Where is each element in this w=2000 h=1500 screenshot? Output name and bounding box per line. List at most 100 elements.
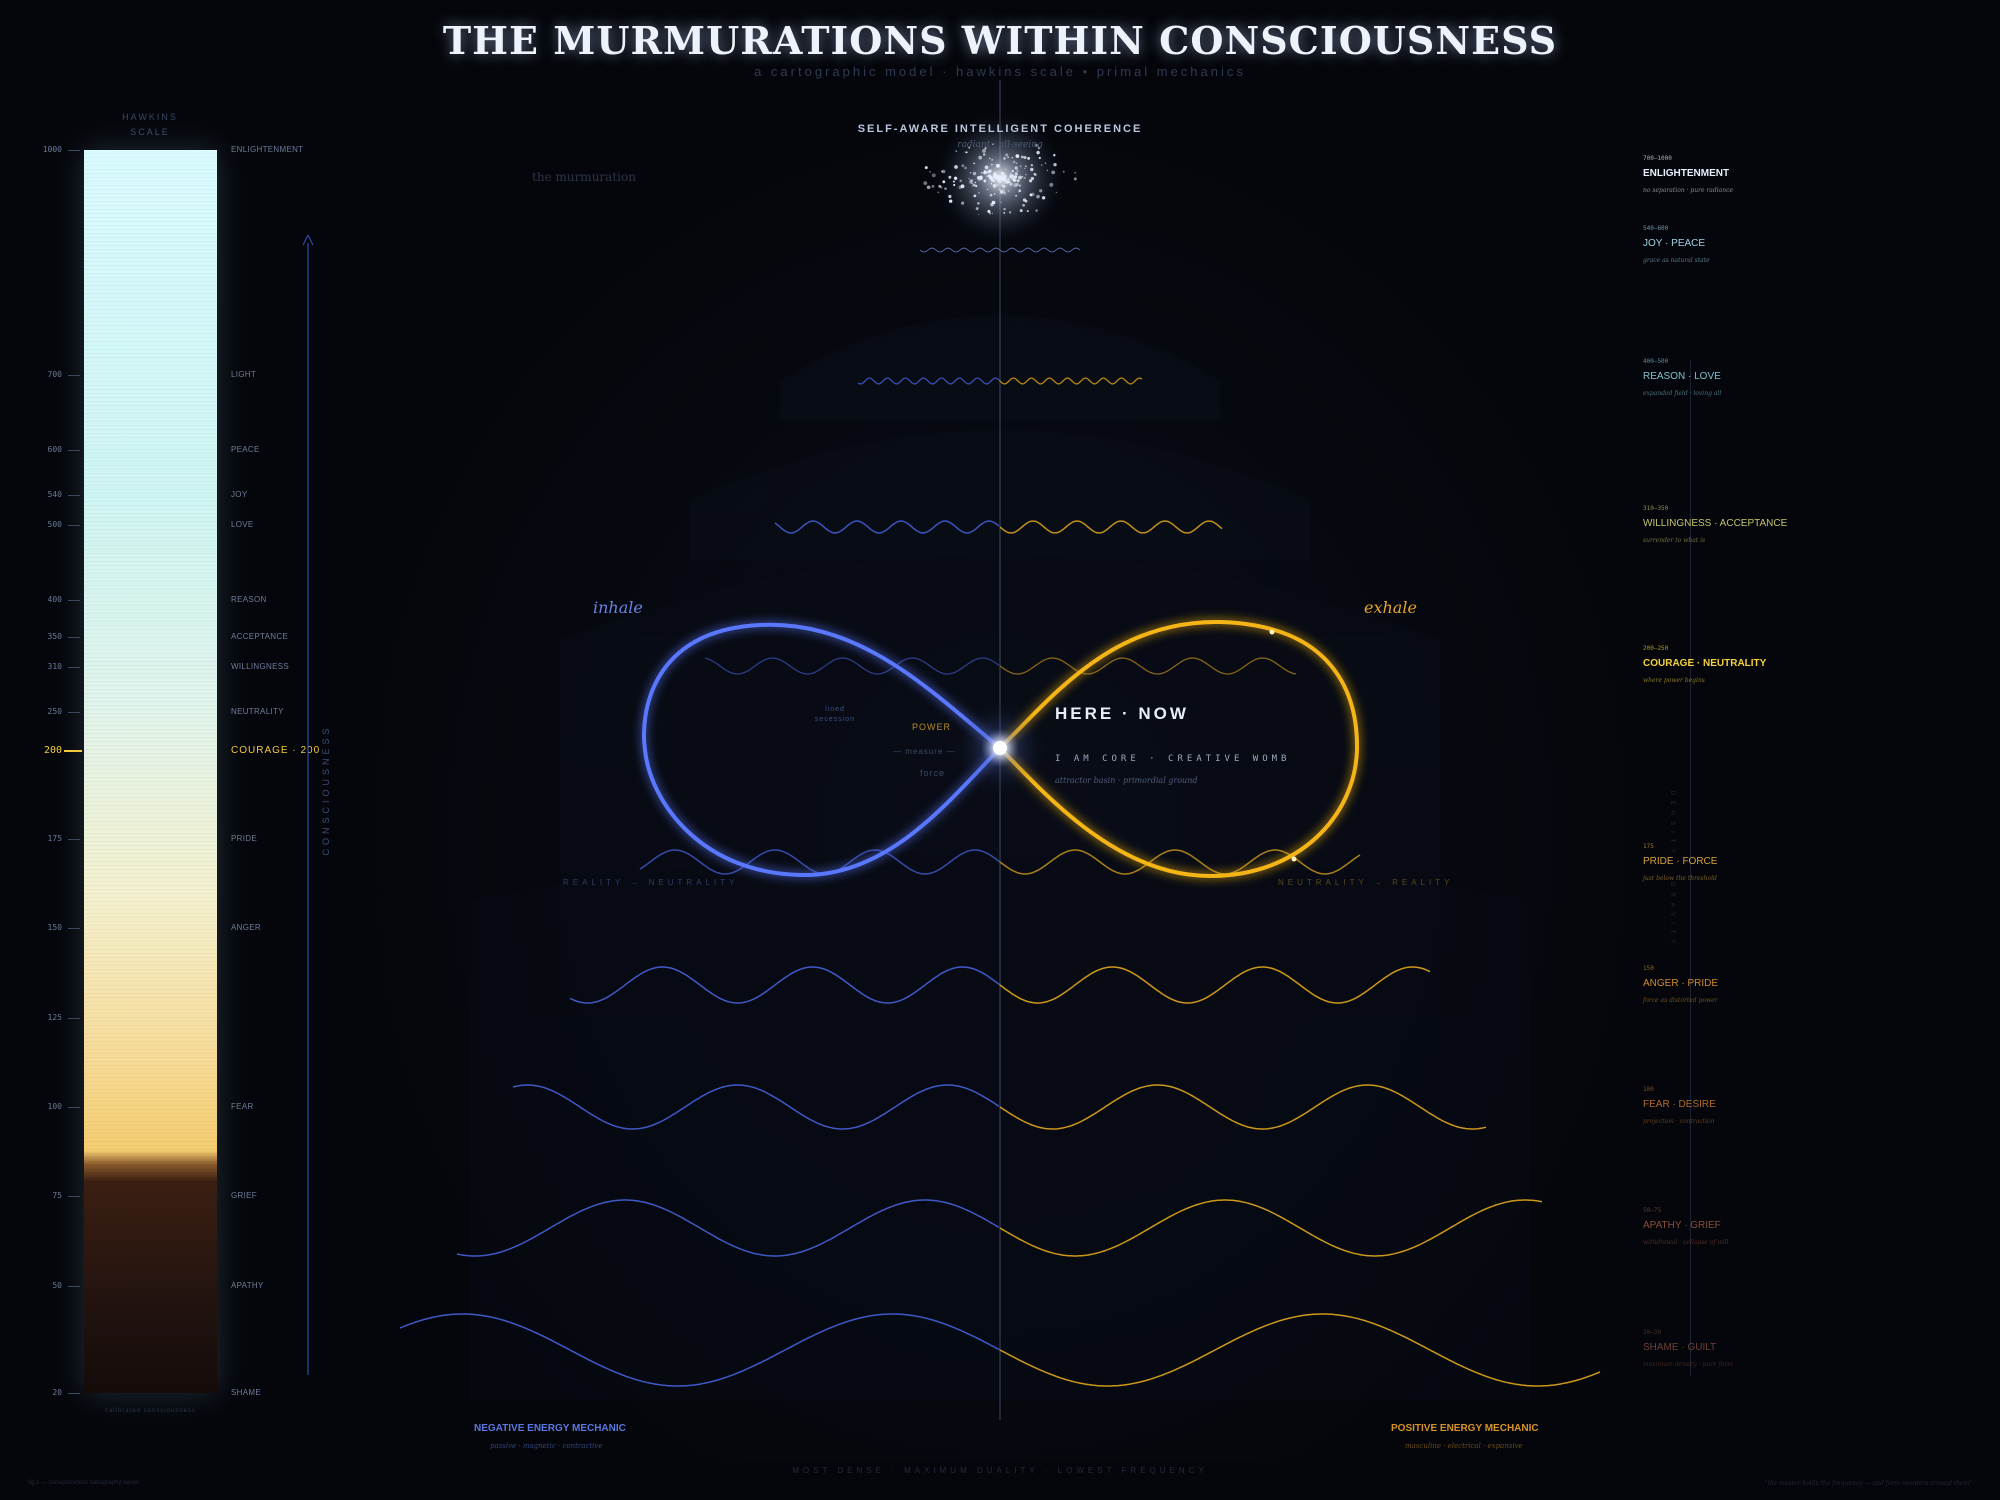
level-name: APATHY · GRIEF	[1643, 1220, 1721, 1231]
apex-dot	[1001, 176, 1003, 178]
scale-value: 50	[52, 1281, 62, 1290]
apex-dot	[993, 180, 996, 183]
here-now-label: HERE · NOW	[1055, 704, 1189, 723]
apex-dot	[1055, 191, 1058, 194]
scale-level-name: SHAME	[231, 1388, 261, 1397]
level-description: where power begins	[1643, 677, 1705, 684]
scale-value: 20	[52, 1388, 62, 1397]
scale-level-name: PEACE	[231, 445, 260, 454]
level-description: force as distorted power	[1643, 997, 1718, 1004]
level-range: 20–30	[1643, 1329, 1662, 1336]
apex-subtitle: radiant · all-seeing	[957, 140, 1043, 150]
level-entry: 100 FEAR · DESIRE projection · contraction	[1643, 1086, 1893, 1125]
apex-dot	[1073, 177, 1077, 181]
apex-dot	[983, 179, 987, 183]
apex-dot	[1030, 176, 1035, 181]
level-range: 100	[1643, 1086, 1654, 1093]
scale-value: 75	[52, 1191, 62, 1200]
apex-dot	[1002, 174, 1007, 179]
scale-value: 400	[47, 595, 62, 604]
apex-dot	[1001, 178, 1006, 182]
apex-dot	[955, 150, 957, 152]
apex-dot	[1000, 190, 1004, 194]
apex-dot	[1004, 179, 1008, 183]
energy-wave	[919, 247, 1081, 253]
level-entry: 150 ANGER · PRIDE force as distorted power	[1643, 965, 1893, 1004]
apex-dot	[1023, 155, 1027, 160]
apex-dot	[984, 147, 987, 150]
apex-dot	[940, 186, 943, 189]
apex-dot	[952, 180, 955, 183]
apex-dot	[941, 169, 946, 174]
apex-dot	[953, 183, 956, 187]
energy-wave	[774, 520, 1000, 534]
scale-value: 500	[47, 520, 62, 529]
apex-dot	[937, 191, 940, 194]
apex-dot	[923, 181, 928, 185]
apex-dot	[1015, 194, 1018, 197]
apex-dot	[1026, 210, 1029, 213]
apex-dot	[1025, 165, 1027, 168]
apex-dot	[1027, 157, 1030, 160]
apex-dot	[995, 163, 1000, 168]
scale-value: 310	[47, 662, 62, 671]
apex-dot	[929, 171, 931, 173]
apex-dot	[960, 201, 965, 205]
apex-dot	[1051, 170, 1056, 175]
energy-wave	[399, 1313, 1001, 1387]
apex-dot	[1013, 178, 1015, 180]
scale-level-name: LIGHT	[231, 370, 257, 379]
scale-level-name: ACCEPTANCE	[231, 632, 289, 641]
level-range: 540–600	[1643, 225, 1669, 232]
scale-tick	[68, 1393, 80, 1394]
apex-dot	[1030, 164, 1033, 167]
apex-dot	[948, 175, 952, 179]
level-range: 175	[1643, 843, 1654, 850]
apex-dot	[998, 188, 1001, 191]
apex-dot	[980, 177, 983, 180]
apex-dot	[968, 178, 970, 180]
level-name: SHAME · GUILT	[1643, 1342, 1717, 1353]
apex-dot	[1013, 175, 1018, 179]
scale-value: 350	[47, 632, 62, 641]
level-name: ENLIGHTENMENT	[1643, 168, 1730, 179]
apex-dot	[989, 193, 993, 197]
apex-dot	[1025, 174, 1027, 176]
apex-dot	[992, 176, 994, 179]
scale-value: 600	[47, 445, 62, 454]
apex-dot	[978, 178, 981, 182]
apex-dot	[964, 151, 967, 154]
scale-tick	[68, 667, 80, 668]
apex-dot	[997, 178, 1002, 183]
scale-level-name: FEAR	[231, 1102, 254, 1111]
level-description: just below the threshold	[1643, 875, 1717, 882]
apex-dot	[1001, 184, 1004, 186]
level-description: maximum density · pure form	[1643, 1361, 1733, 1368]
energy-wave	[512, 1084, 1000, 1130]
apex-dot	[1036, 194, 1040, 199]
consciousness-axis-label: CONSCIOUSNESS	[321, 724, 331, 856]
apex-dot	[1007, 156, 1009, 159]
apex-dot	[991, 163, 993, 166]
apex-dot	[1005, 168, 1007, 171]
apex-dot	[982, 153, 986, 156]
measure-label: — measure —	[893, 747, 956, 756]
apex-dot	[993, 175, 997, 179]
apex-dot	[973, 184, 976, 187]
level-range: 200–250	[1643, 645, 1669, 652]
apex-dot	[988, 212, 992, 215]
scale-tick	[68, 928, 80, 929]
apex-dot	[1007, 178, 1010, 181]
apex-dot	[1014, 172, 1019, 176]
lined-line-2: secession	[814, 716, 856, 723]
level-entry: 50–75 APATHY · GRIEF withdrawal · collapse…	[1643, 1207, 1893, 1246]
energy-wave	[857, 377, 1001, 385]
level-entry: 175 PRIDE · FORCE just below the threshold	[1643, 843, 1893, 882]
level-description: grace as natural state	[1643, 257, 1710, 264]
scale-level-name: ENLIGHTENMENT	[231, 145, 304, 154]
scale-level-name: JOY	[231, 490, 248, 499]
apex-dot	[990, 182, 993, 185]
apex-dot	[1034, 143, 1038, 148]
apex-dot	[1040, 164, 1043, 166]
